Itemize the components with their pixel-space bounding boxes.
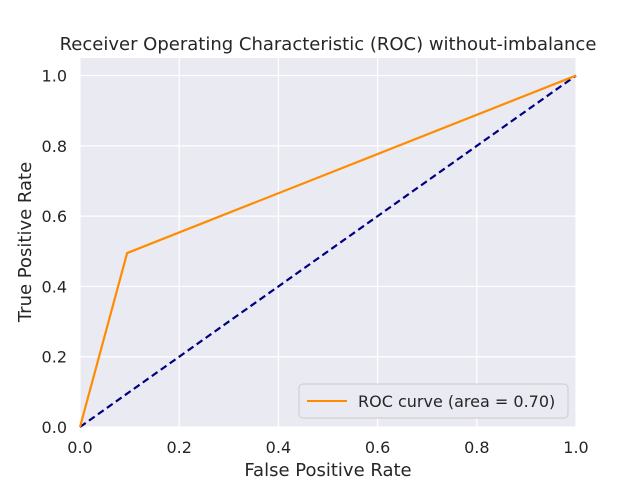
series-group [78,74,577,428]
plot-background [80,58,576,427]
grid-lines [79,58,577,428]
roc-curve-line [78,74,577,428]
y-axis-title: True Positive Rate [15,162,36,323]
legend: ROC curve (area = 0.70) [298,383,569,419]
y-tick-label: 0.6 [42,207,67,226]
x-tick-label: 0.0 [67,438,92,457]
y-tick-label: 0.0 [42,418,67,437]
y-tick-labels: 0.0 0.2 0.4 0.6 0.8 1.0 [42,67,67,437]
x-tick-label: 0.2 [166,438,191,457]
x-tick-label: 1.0 [563,438,588,457]
chart-title: Receiver Operating Characteristic (ROC) … [60,34,597,55]
x-tick-label: 0.8 [464,438,489,457]
x-tick-label: 0.4 [266,438,291,457]
y-tick-label: 0.2 [42,348,67,367]
y-tick-label: 1.0 [42,67,67,86]
legend-box [298,383,569,419]
legend-label-roc: ROC curve (area = 0.70) [358,392,555,411]
y-tick-label: 0.4 [42,277,67,296]
y-tick-label: 0.8 [42,137,67,156]
x-tick-label: 0.6 [365,438,390,457]
chance-diagonal-line [79,74,577,428]
x-axis-title: False Positive Rate [244,460,411,480]
x-tick-labels: 0.0 0.2 0.4 0.6 0.8 1.0 [67,438,588,457]
